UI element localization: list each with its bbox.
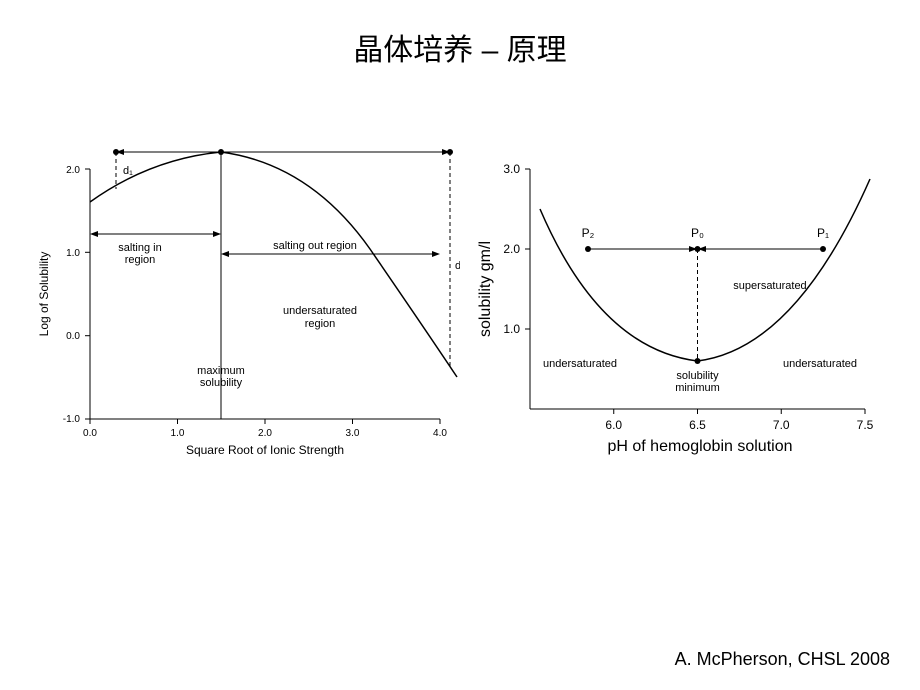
sol-min-point xyxy=(695,358,701,364)
xtick-0: 0.0 xyxy=(83,428,97,439)
maxsol-2: solubility xyxy=(200,377,243,389)
d2-label: d₂ xyxy=(455,260,460,272)
right-curve xyxy=(540,179,870,361)
r-supersat: supersaturated xyxy=(733,280,806,292)
ytick-0: -1.0 xyxy=(63,414,81,425)
salting-out-head-r xyxy=(432,251,440,257)
r-xtick-3: 7.5 xyxy=(857,418,874,432)
salting-in-2: region xyxy=(125,254,156,266)
salting-in-head-r xyxy=(213,231,221,237)
right-axes: 6.0 6.5 7.0 7.5 1.0 2.0 3.0 pH of hemogl… xyxy=(477,162,874,455)
salting-in-1: salting in xyxy=(118,242,161,254)
r-xtick-2: 7.0 xyxy=(773,418,790,432)
right-chart: 6.0 6.5 7.0 7.5 1.0 2.0 3.0 pH of hemogl… xyxy=(470,149,880,474)
salting-out-label: salting out region xyxy=(273,240,357,252)
undersat-2: region xyxy=(305,318,336,330)
right-ylabel: solubility gm/l xyxy=(477,241,494,337)
r-xtick-1: 6.5 xyxy=(689,418,706,432)
xtick-3: 3.0 xyxy=(346,428,360,439)
left-axes: 0.0 1.0 2.0 3.0 4.0 -1.0 0.0 1.0 2.0 Squ… xyxy=(37,165,447,457)
undersat-1: undersaturated xyxy=(283,305,357,317)
r-xtick-0: 6.0 xyxy=(605,418,622,432)
left-chart: 0.0 1.0 2.0 3.0 4.0 -1.0 0.0 1.0 2.0 Squ… xyxy=(30,149,460,474)
left-ylabel: Log of Solubility xyxy=(37,252,51,337)
left-xlabel: Square Root of Ionic Strength xyxy=(186,443,344,457)
r-undersat-l: undersaturated xyxy=(543,358,617,370)
ytick-2: 1.0 xyxy=(66,248,80,259)
r-undersat-r: undersaturated xyxy=(783,358,857,370)
r-ytick-2: 3.0 xyxy=(503,162,520,176)
r-p1-label: P₁ xyxy=(817,226,829,240)
ytick-3: 2.0 xyxy=(66,165,80,176)
xtick-1: 1.0 xyxy=(171,428,185,439)
maxsol-1: maximum xyxy=(197,365,245,377)
r-solmin-1: solubility xyxy=(676,370,719,382)
r-solmin-2: minimum xyxy=(675,382,720,394)
ytick-1: 0.0 xyxy=(66,331,80,342)
charts-container: 0.0 1.0 2.0 3.0 4.0 -1.0 0.0 1.0 2.0 Squ… xyxy=(0,69,920,474)
right-xlabel: pH of hemoglobin solution xyxy=(607,438,792,455)
salting-out-head-l xyxy=(221,251,229,257)
d1-label: d₁ xyxy=(123,165,133,177)
page-title: 晶体培养 – 原理 xyxy=(0,0,920,69)
r-p2-label: P₂ xyxy=(582,226,595,240)
salting-in-head-l xyxy=(90,231,98,237)
attribution: A. McPherson, CHSL 2008 xyxy=(675,649,890,670)
r-ytick-0: 1.0 xyxy=(503,322,520,336)
r-ytick-1: 2.0 xyxy=(503,242,520,256)
xtick-4: 4.0 xyxy=(433,428,447,439)
r-p0-label: P₀ xyxy=(691,226,704,240)
xtick-2: 2.0 xyxy=(258,428,272,439)
